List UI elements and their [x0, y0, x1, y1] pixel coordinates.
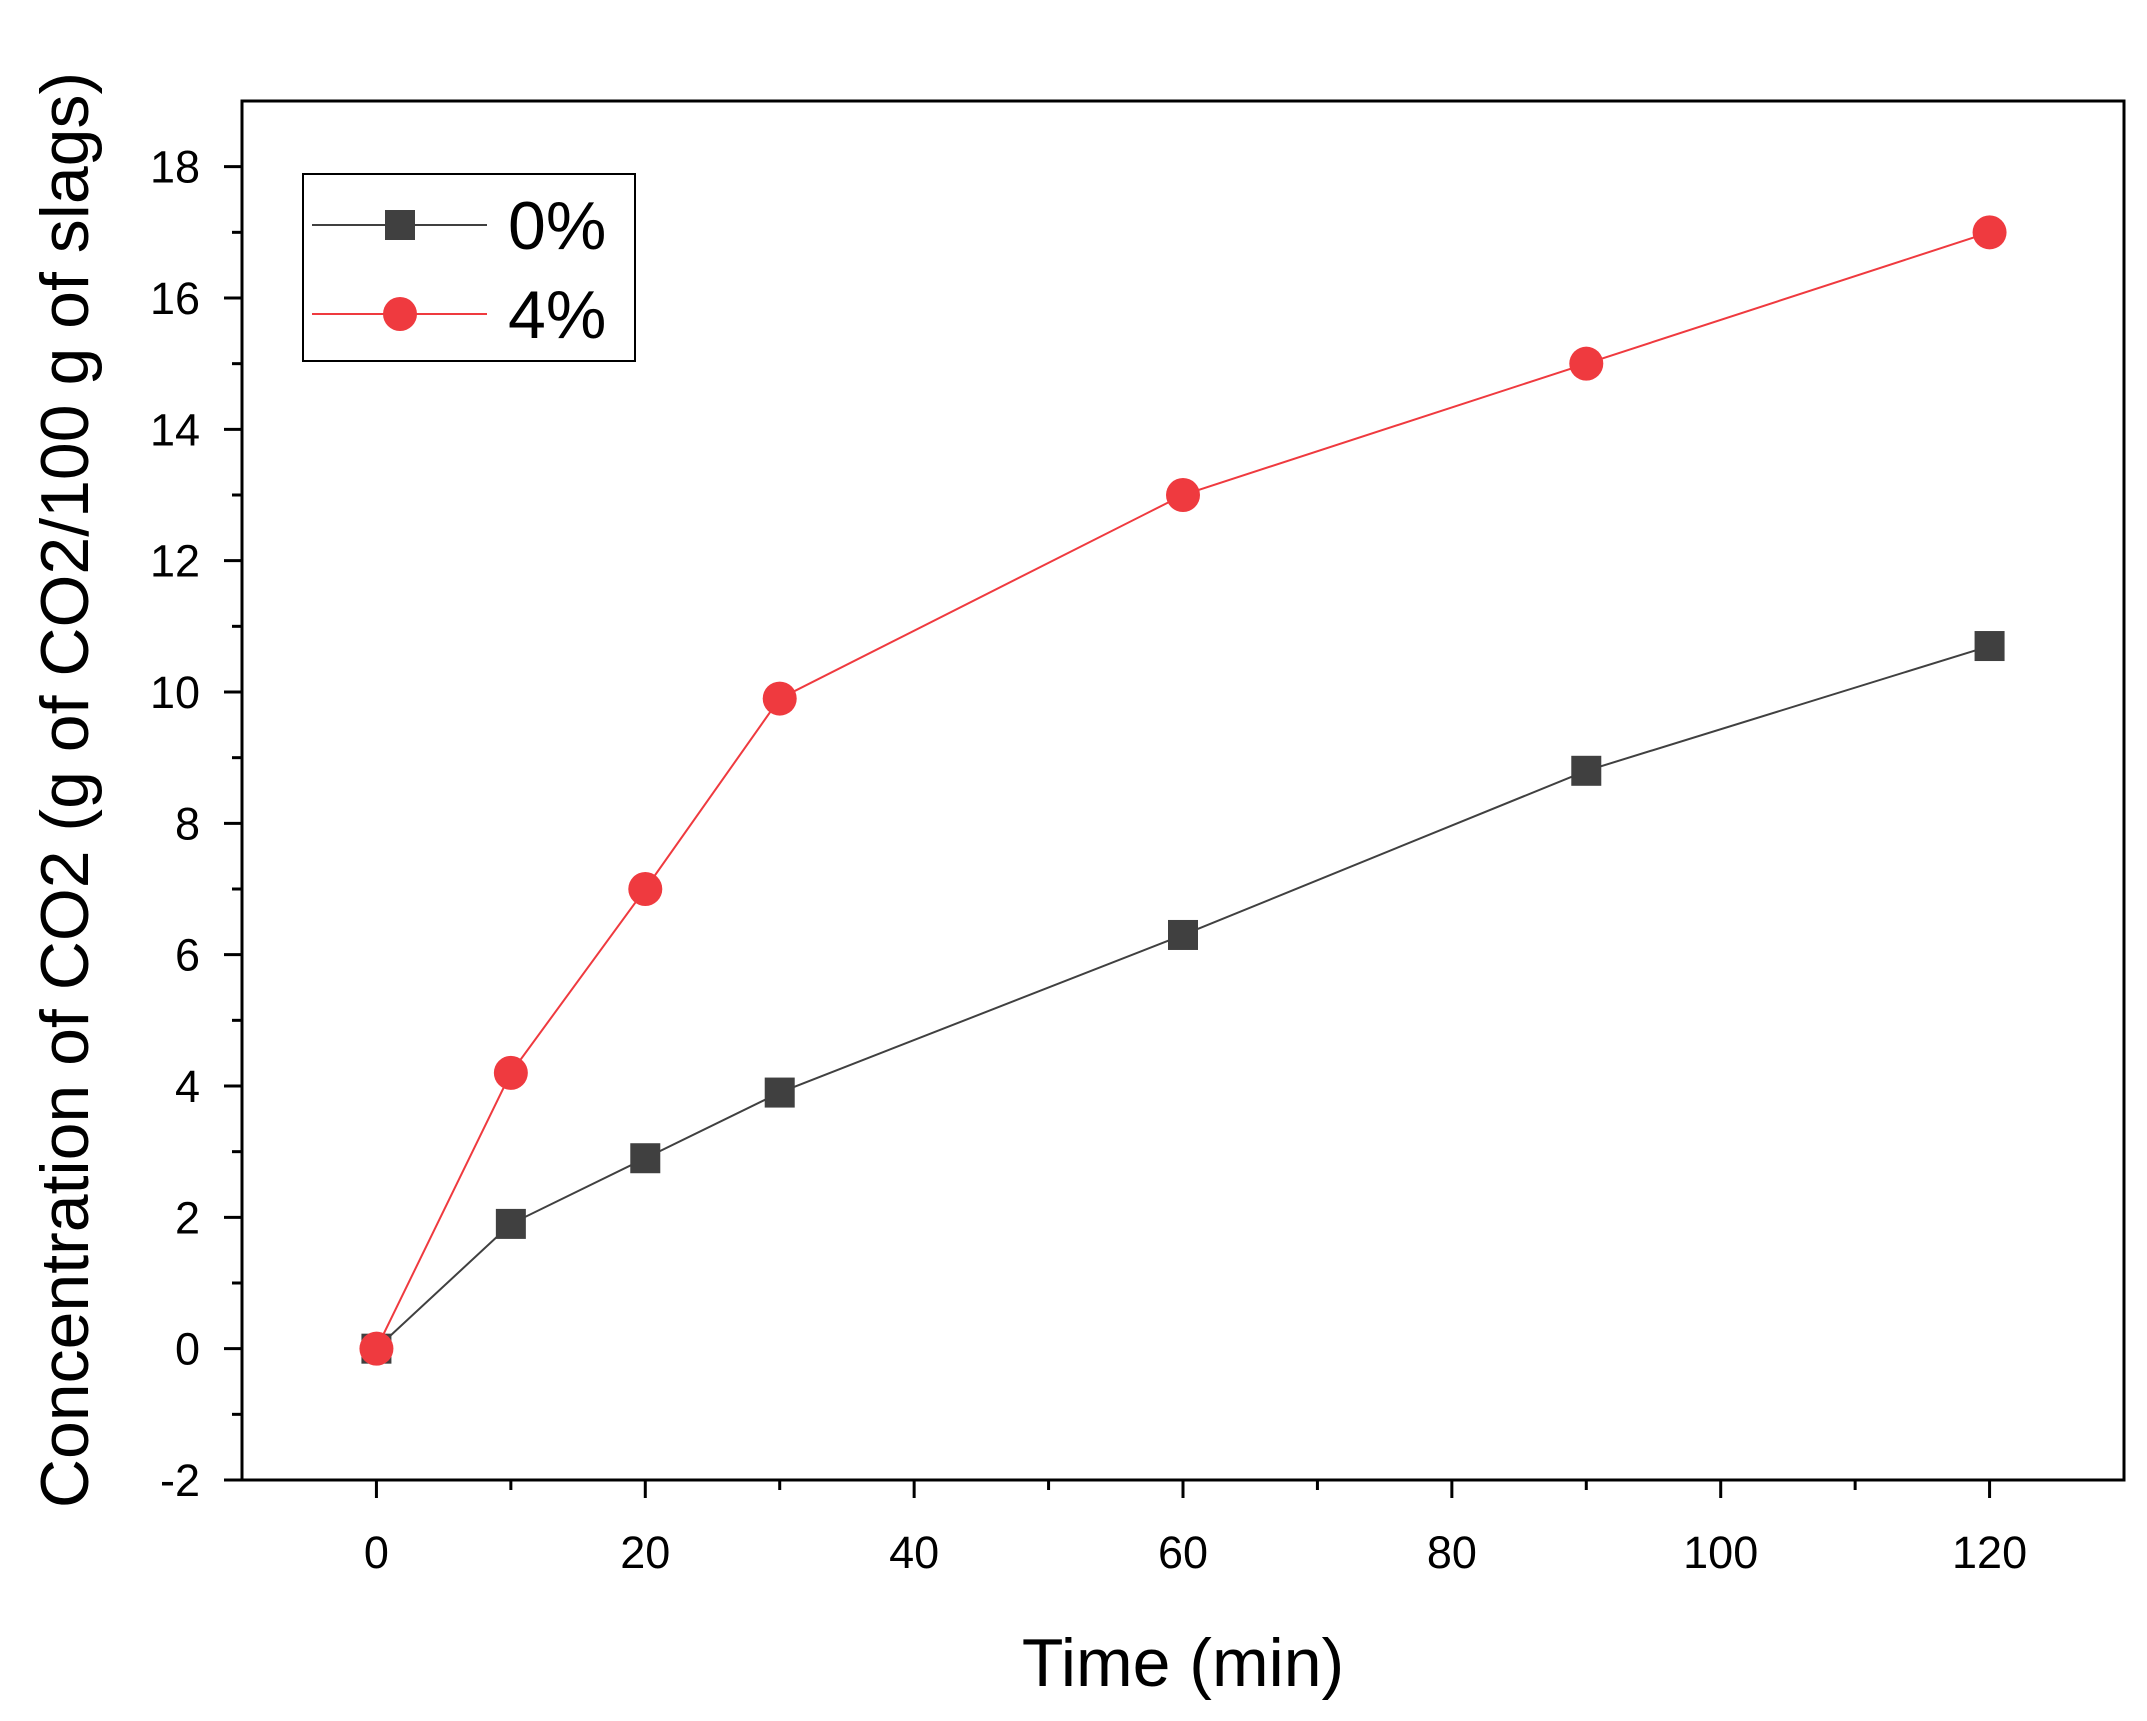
legend-items: 0%4% [312, 188, 606, 353]
data-point-square [1974, 631, 2005, 662]
x-tick-label: 100 [1683, 1527, 1758, 1578]
y-axis-tick-labels: -2 0 2 4 6 8 10 12 14 16 18 [150, 142, 200, 1506]
series-line-4pct [375, 231, 1990, 1350]
y-tick-label: 18 [150, 142, 200, 193]
y-tick-label: 12 [150, 536, 200, 587]
data-point-square [1168, 919, 1198, 950]
x-tick-label: 80 [1427, 1527, 1477, 1578]
y-tick-label: 2 [175, 1192, 200, 1243]
x-axis-title: Time (min) [1022, 1625, 1344, 1701]
data-point-square [495, 1208, 526, 1239]
legend-label: 0% [508, 188, 606, 264]
axis-ticks [224, 165, 1992, 1498]
legend-label: 4% [508, 277, 606, 353]
series-line-0pct [375, 645, 1990, 1350]
legend-box [302, 173, 636, 362]
series-4pct [359, 215, 2007, 1366]
x-tick-label: 0 [364, 1527, 389, 1578]
y-tick-label: 6 [175, 930, 200, 981]
data-point-square [630, 1143, 661, 1174]
series-layer [359, 215, 2007, 1366]
x-tick-label: 60 [1158, 1527, 1208, 1578]
series-0pct [361, 631, 2005, 1364]
y-tick-label: -2 [160, 1455, 200, 1506]
data-point-circle [359, 1331, 394, 1366]
data-point-circle [628, 872, 663, 906]
y-tick-label: 8 [175, 798, 200, 849]
legend-marker-circle [383, 297, 417, 331]
data-point-circle [762, 681, 797, 716]
y-axis-title: Concentration of CO2 (g of CO2/100 g of … [27, 72, 103, 1508]
x-axis-tick-labels: 0 20 40 60 80 100 120 [364, 1527, 2027, 1578]
data-point-circle [1166, 478, 1200, 512]
y-tick-label: 14 [150, 404, 200, 455]
legend-item-4pct: 4% [312, 277, 606, 353]
legend-item-0pct: 0% [312, 188, 606, 264]
y-tick-label: 0 [175, 1324, 200, 1375]
x-tick-label: 40 [889, 1527, 939, 1578]
x-tick-label: 20 [620, 1527, 670, 1578]
data-point-circle [493, 1055, 528, 1090]
data-point-circle [1972, 215, 2007, 250]
y-tick-label: 10 [150, 667, 200, 718]
y-tick-label: 16 [150, 273, 200, 324]
y-tick-label: 4 [175, 1061, 200, 1112]
legend: 0%4% [302, 173, 636, 362]
data-point-square [764, 1077, 795, 1108]
data-point-circle [1569, 346, 1604, 381]
x-tick-label: 120 [1952, 1527, 2027, 1578]
data-point-square [1571, 755, 1602, 786]
legend-marker-square [385, 210, 415, 240]
